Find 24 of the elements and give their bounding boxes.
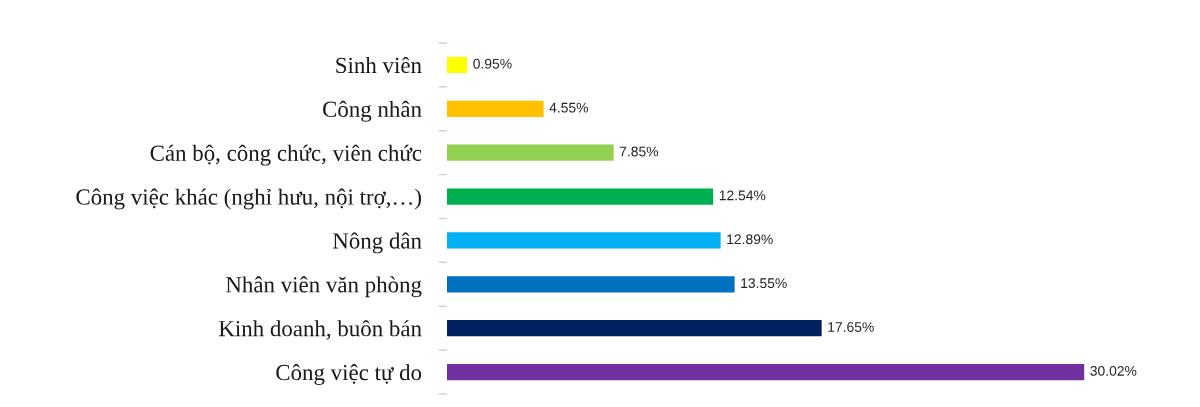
bar: [447, 232, 721, 249]
y-tick-label: Cán bộ, công chức, viên chức: [150, 144, 422, 166]
y-tick-label: Nhân viên văn phòng: [225, 276, 422, 298]
bar: [447, 144, 614, 161]
bar: [447, 363, 1085, 381]
y-tick-label: Nông dân: [332, 232, 422, 254]
data-label: 7.85%: [619, 146, 659, 157]
data-label: 12.54%: [719, 190, 766, 201]
data-label: 17.65%: [828, 322, 874, 332]
y-tick-label: Công việc tự do: [276, 364, 422, 385]
data-label: 13.55%: [741, 278, 787, 289]
bar: [447, 276, 735, 293]
bar: [447, 188, 714, 205]
y-tick-label: Kinh doanh, buôn bán: [218, 320, 422, 340]
bar: [447, 56, 468, 74]
y-tick-label: Công nhân: [323, 100, 422, 122]
data-label: 12.89%: [727, 234, 773, 245]
data-label: 30.02%: [1090, 365, 1137, 376]
data-label: 0.95%: [473, 58, 512, 69]
y-tick-label: Sinh viên: [336, 56, 422, 74]
bar: [447, 100, 544, 117]
data-label: 4.55%: [549, 102, 589, 113]
y-tick-label: Công việc khác (nghỉ hưu, nội trợ,…): [76, 188, 421, 210]
bar: [447, 320, 822, 337]
